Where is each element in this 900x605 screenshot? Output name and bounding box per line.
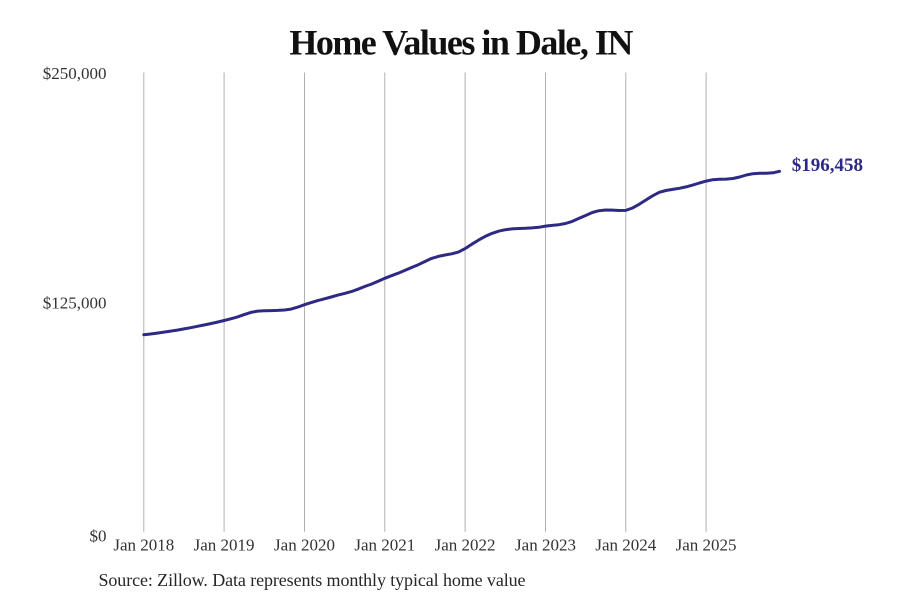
svg-text:Jan 2020: Jan 2020 — [274, 536, 335, 555]
svg-text:Jan 2019: Jan 2019 — [194, 536, 255, 555]
svg-text:$125,000: $125,000 — [43, 294, 107, 313]
svg-text:Jan 2024: Jan 2024 — [595, 536, 656, 555]
svg-text:$250,000: $250,000 — [43, 64, 107, 83]
svg-text:Jan 2018: Jan 2018 — [113, 536, 174, 555]
svg-text:Jan 2021: Jan 2021 — [354, 536, 415, 555]
svg-text:Home Values in Dale, IN: Home Values in Dale, IN — [289, 23, 633, 63]
svg-text:Jan 2025: Jan 2025 — [676, 536, 737, 555]
svg-text:$0: $0 — [90, 527, 107, 546]
svg-text:$196,458: $196,458 — [792, 155, 863, 176]
svg-text:Source: Zillow. Data represent: Source: Zillow. Data represents monthly … — [99, 570, 526, 590]
svg-text:Jan 2022: Jan 2022 — [435, 536, 496, 555]
svg-text:Jan 2023: Jan 2023 — [515, 536, 576, 555]
